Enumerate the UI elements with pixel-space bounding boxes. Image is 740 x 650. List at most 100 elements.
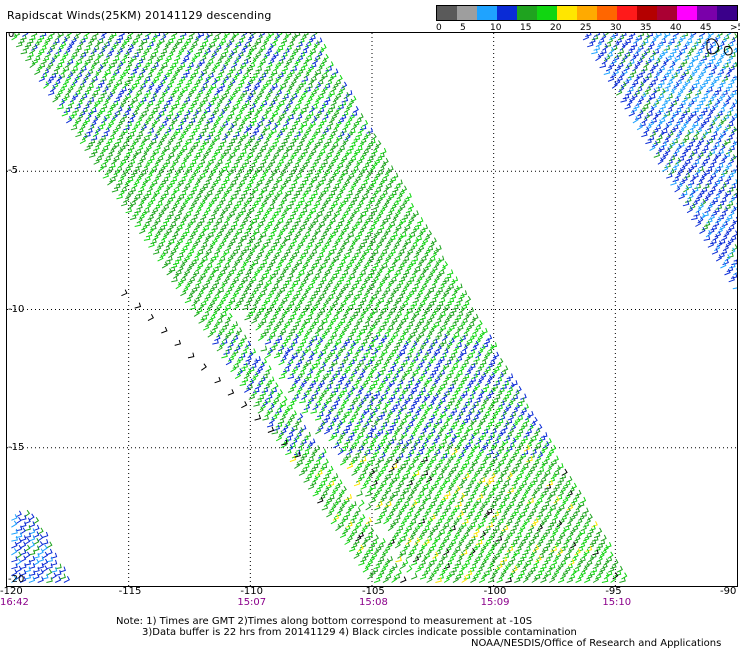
wind-barb	[362, 379, 369, 386]
wind-barb	[352, 524, 359, 532]
wind-barb	[152, 219, 159, 227]
wind-barb	[208, 272, 215, 279]
wind-barb	[285, 204, 292, 210]
wind-barb	[154, 71, 162, 79]
wind-barb	[391, 331, 399, 338]
wind-barb	[58, 85, 66, 93]
wind-barb	[542, 559, 549, 566]
wind-barb	[291, 206, 299, 214]
wind-barb	[142, 34, 150, 41]
wind-barb	[564, 566, 571, 573]
wind-barb	[352, 193, 360, 200]
wind-barb	[460, 521, 467, 528]
wind-barb	[169, 47, 176, 55]
wind-barb	[290, 310, 297, 317]
wind-barb	[79, 37, 86, 44]
wind-barb	[153, 103, 160, 110]
wind-barb	[73, 47, 80, 55]
wind-barb	[397, 393, 405, 400]
wind-barb	[282, 437, 289, 445]
legend-swatch	[657, 6, 677, 20]
wind-barb	[95, 82, 103, 89]
wind-barb	[244, 241, 252, 248]
wind-barb	[349, 141, 356, 148]
wind-barb	[382, 475, 389, 483]
wind-barb	[194, 264, 201, 272]
wind-barb	[219, 209, 226, 217]
wind-barb	[533, 472, 540, 480]
wind-barb	[229, 165, 237, 172]
wind-barb	[444, 359, 452, 366]
wind-barb	[358, 168, 366, 176]
wind-barb	[439, 568, 446, 577]
wind-barb	[460, 290, 468, 297]
wind-map-plot: 0 -5 -10 -15 -20	[6, 32, 738, 587]
wind-barb	[305, 154, 312, 162]
wind-barb	[245, 268, 252, 276]
wind-barb	[194, 251, 201, 259]
wind-barb	[357, 199, 364, 207]
wind-barb	[319, 420, 326, 428]
wind-barb	[393, 414, 401, 421]
wind-barb	[471, 372, 478, 380]
wind-barb	[472, 401, 479, 407]
wind-barb	[371, 466, 378, 473]
wind-barb	[366, 214, 374, 221]
wind-barb	[436, 530, 443, 539]
wind-barb	[118, 33, 125, 37]
wind-barb	[353, 452, 360, 459]
wind-barb	[146, 100, 154, 107]
wind-barb	[192, 168, 199, 176]
wind-barb	[374, 186, 382, 193]
wind-barb	[316, 151, 323, 158]
wind-barb	[232, 43, 239, 51]
wind-barb	[192, 195, 200, 203]
wind-barb	[475, 437, 482, 445]
wind-barb	[461, 390, 468, 397]
wind-barb	[111, 172, 118, 179]
wind-barb	[469, 447, 476, 456]
wind-barb	[92, 33, 99, 37]
wind-barb	[334, 164, 341, 172]
wind-barb	[187, 134, 194, 141]
wind-barb	[149, 209, 156, 217]
wind-barb	[242, 159, 250, 165]
wind-barb	[398, 334, 405, 342]
wind-barb	[366, 385, 373, 393]
wind-barb	[396, 525, 404, 532]
wind-barb	[216, 186, 224, 193]
wind-barb	[291, 106, 298, 113]
wind-barb	[409, 272, 417, 279]
wind-barb	[254, 38, 262, 44]
wind-barb	[345, 407, 353, 414]
wind-barb	[543, 542, 551, 549]
wind-barb	[62, 78, 70, 86]
wind-barb	[505, 489, 512, 497]
wind-barb	[510, 510, 517, 518]
wind-barb	[245, 355, 252, 362]
wind-barb	[329, 390, 337, 397]
wind-barb	[128, 172, 136, 179]
wind-barb	[520, 407, 527, 414]
wind-barb	[391, 257, 398, 266]
wind-barb	[415, 493, 422, 501]
wind-barb	[440, 352, 447, 359]
wind-barb	[372, 534, 379, 542]
wind-barb	[511, 551, 518, 559]
wind-barb	[301, 248, 309, 255]
wind-barb	[419, 559, 426, 566]
wind-barb	[61, 110, 69, 117]
wind-barb	[250, 316, 258, 324]
wind-barb	[231, 248, 239, 255]
wind-barb	[199, 113, 207, 120]
wind-barb	[259, 158, 267, 165]
wind-barb	[158, 51, 166, 58]
wind-barb	[250, 362, 257, 369]
wind-barb	[531, 416, 538, 425]
wind-barb	[131, 195, 138, 203]
wind-barb	[366, 141, 374, 148]
wind-barb	[387, 324, 394, 331]
wind-barb	[435, 431, 443, 438]
wind-barb	[318, 307, 326, 314]
wind-barb	[402, 501, 410, 507]
